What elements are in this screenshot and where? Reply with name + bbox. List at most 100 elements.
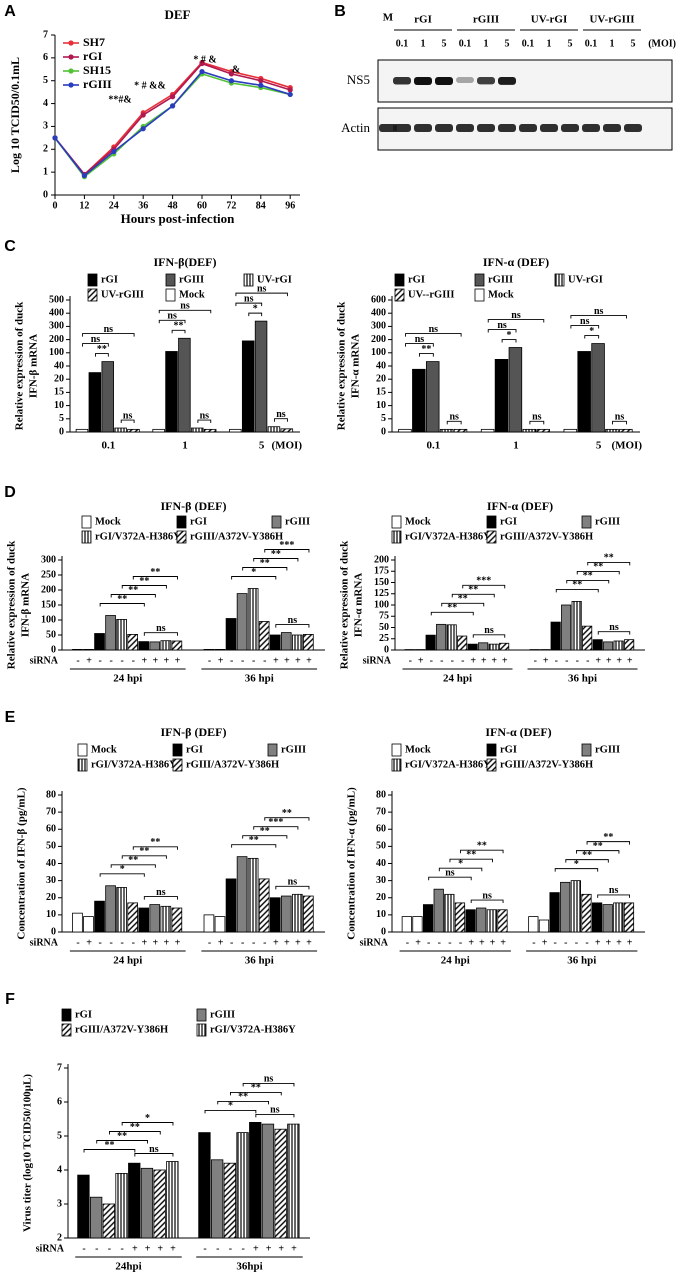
x-axis-label: (MOI) [611, 440, 642, 452]
x-tick-label: + [490, 937, 496, 948]
row-label: siRNA [360, 937, 389, 948]
x-tick-label: - [98, 937, 101, 948]
bar [591, 902, 603, 933]
x-tick-label: - [532, 937, 535, 948]
significance-label: ** [477, 840, 487, 851]
significance-label: ** [117, 1131, 127, 1142]
significance-label: ns [288, 615, 298, 626]
significance-bracket [451, 593, 495, 598]
x-tick-label: + [468, 937, 474, 948]
blot-band [540, 124, 558, 132]
y-axis-label: IFN-β mRNA [20, 573, 32, 637]
significance-label: ** [238, 1092, 248, 1103]
bar [457, 635, 468, 651]
annotation: * # & [193, 54, 216, 65]
legend-label: rGI/V372A-H386Y [405, 759, 491, 770]
significance-label: ** [150, 837, 160, 848]
x-tick-label: + [627, 937, 633, 948]
significance-bracket [132, 576, 178, 580]
significance-bracket [446, 420, 462, 425]
bar [425, 634, 436, 651]
legend-label: rGIII/A372V-Y386H [190, 531, 283, 542]
x-tick-label: - [132, 937, 135, 948]
x-tick-label: - [229, 1243, 232, 1254]
significance-bracket [438, 867, 483, 872]
x-tick-label: + [595, 937, 601, 948]
bar [603, 641, 614, 651]
bar [480, 428, 495, 433]
bar [254, 320, 268, 433]
significance-label: ns [532, 412, 542, 423]
x-tick-label: - [406, 937, 409, 948]
legend-label: rGI/V372A-H386Y [210, 1024, 296, 1035]
significance-label: ns [244, 293, 254, 304]
significance-bracket [171, 329, 186, 334]
significance-bracket [158, 309, 212, 314]
x-tick-label: + [542, 937, 548, 948]
legend-label: rGIII [595, 516, 620, 527]
blot-band [519, 124, 537, 132]
x-tick-label: - [575, 937, 578, 948]
x-tick-label: + [141, 655, 147, 666]
x-tick-label: - [241, 655, 244, 666]
bar [149, 904, 161, 933]
significance-bracket [529, 420, 545, 425]
y-tick-label: 1 [43, 166, 48, 177]
y-axis-label: Concentration of IFN-α (pg/mL) [346, 787, 358, 940]
legend-label: UV-rGI [568, 274, 603, 285]
bar [602, 904, 613, 933]
legend-swatch [176, 530, 187, 544]
legend-label: rGI/V372A-H386Y [91, 759, 177, 770]
bar [247, 588, 259, 651]
data-point [140, 112, 146, 118]
bar [83, 649, 94, 651]
bar [291, 893, 303, 933]
y-tick-label: 5 [59, 413, 64, 424]
legend-swatch [271, 515, 282, 529]
significance-label: ** [603, 832, 613, 843]
significance-label: ** [117, 594, 127, 605]
blot-moi: 0.1 [585, 38, 598, 49]
group-label: 36hpi [236, 1261, 262, 1273]
x-tick-label: - [554, 937, 557, 948]
blot-band [561, 124, 579, 132]
x-tick-label: - [208, 937, 211, 948]
x-tick-label: - [459, 937, 462, 948]
y-tick-label: 2 [43, 144, 48, 155]
x-tick-label: + [470, 655, 476, 666]
y-axis-label: Relative expression of duck [14, 301, 26, 430]
legend-label: Mock [179, 289, 205, 300]
significance-bracket [120, 419, 135, 424]
legend-swatch [165, 273, 176, 287]
significance-bracket [253, 558, 299, 562]
x-tick-label: 24 [109, 200, 119, 211]
y-tick-label: 25 [379, 633, 389, 644]
legend-label: rGIII [285, 516, 310, 527]
significance-bracket [275, 624, 310, 628]
data-point [228, 78, 234, 84]
x-tick-label: + [266, 1243, 272, 1254]
y-tick-label: 6 [57, 1096, 62, 1107]
significance-label: ** [466, 849, 476, 860]
legend-label: rGIII [281, 744, 306, 755]
x-tick-label: - [461, 655, 464, 666]
y-tick-label: 75 [379, 611, 389, 622]
legend-swatch [486, 530, 497, 544]
blot-moi-unit: (MOI) [648, 38, 676, 49]
legend-swatch [81, 515, 92, 529]
legend-swatch [391, 515, 402, 529]
chart-title: IFN-β (DEF) [161, 499, 227, 513]
y-tick-label: 600 [371, 294, 386, 305]
blot-moi: 5 [442, 38, 447, 49]
significance-label: ** [572, 580, 582, 591]
blot-row-label: NS5 [347, 72, 370, 87]
significance-bracket [158, 319, 186, 324]
x-tick-label: - [98, 655, 101, 666]
legend-label: rGIII [595, 744, 620, 755]
x-tick-label: - [438, 937, 441, 948]
legend-swatch [486, 758, 497, 772]
y-tick-label: 10 [46, 909, 56, 920]
bar [476, 907, 487, 933]
y-tick-label: 40 [376, 360, 386, 371]
significance-bracket [242, 835, 288, 839]
